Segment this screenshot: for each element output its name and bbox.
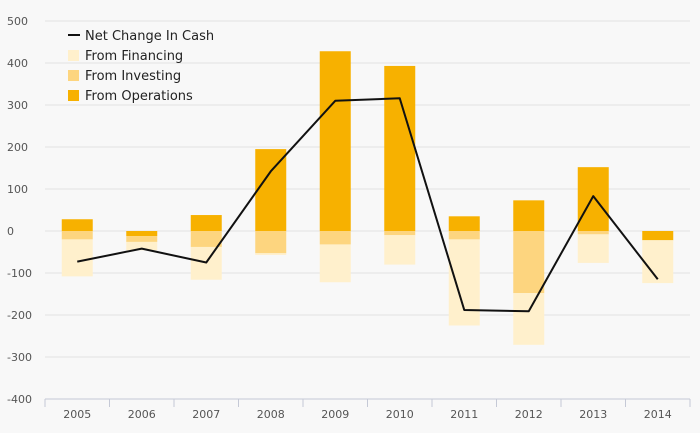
y-tick-label: -300 xyxy=(7,351,32,364)
bar-from-financing xyxy=(642,240,674,284)
bar-from-investing xyxy=(384,231,416,236)
bar-from-investing xyxy=(61,231,93,240)
bar-from-investing xyxy=(190,231,222,247)
y-tick-label: 500 xyxy=(7,15,28,28)
x-tick-label: 2007 xyxy=(192,408,220,421)
y-tick-label: 400 xyxy=(7,57,28,70)
legend-item-operations: From Operations xyxy=(68,89,193,104)
legend: Net Change In Cash From Financing From I… xyxy=(68,29,214,104)
bar-from-investing xyxy=(448,231,480,240)
x-tick-label: 2010 xyxy=(386,408,414,421)
x-tick-label: 2014 xyxy=(644,408,672,421)
bar-from-operations xyxy=(126,231,158,237)
x-tick-label: 2011 xyxy=(450,408,478,421)
bar-from-operations xyxy=(448,216,480,231)
x-tick-label: 2006 xyxy=(128,408,156,421)
bar-from-financing xyxy=(255,253,287,255)
y-tick-label: -100 xyxy=(7,267,32,280)
legend-label: From Financing xyxy=(85,49,183,64)
bar-from-investing xyxy=(319,231,351,245)
y-tick-label: 100 xyxy=(7,183,28,196)
legend-swatch xyxy=(68,50,79,61)
bar-from-investing xyxy=(577,231,609,235)
bar-from-operations xyxy=(255,149,287,231)
legend-label: Net Change In Cash xyxy=(85,29,214,44)
legend-item-investing: From Investing xyxy=(68,69,181,84)
bar-from-financing xyxy=(577,234,609,263)
bar-from-investing xyxy=(255,231,287,254)
x-tick-label: 2012 xyxy=(515,408,543,421)
bar-from-operations xyxy=(190,215,222,231)
x-tick-label: 2005 xyxy=(63,408,91,421)
bars xyxy=(61,51,674,345)
bar-from-operations xyxy=(577,167,609,231)
y-tick-label: -200 xyxy=(7,309,32,322)
bar-from-operations xyxy=(513,200,545,231)
legend-label: From Operations xyxy=(85,89,193,104)
x-tick-label: 2009 xyxy=(321,408,349,421)
bar-from-financing xyxy=(384,235,416,265)
axes: 500 400 300 200 100 0 -100 -200 -300 -400 2005 2006… xyxy=(7,15,691,421)
bar-from-investing xyxy=(126,236,158,242)
net-change-line-layer xyxy=(77,97,659,313)
legend-label: From Investing xyxy=(85,69,181,84)
bar-from-financing xyxy=(126,241,158,251)
bar-from-operations xyxy=(384,65,416,231)
y-tick-label: -400 xyxy=(7,393,32,406)
bar-from-operations xyxy=(642,231,674,241)
bar-from-financing xyxy=(61,239,93,277)
x-tick-label: 2013 xyxy=(579,408,607,421)
net-change-line xyxy=(77,97,659,313)
y-tick-label: 300 xyxy=(7,99,28,112)
y-tick-label: 0 xyxy=(7,225,14,238)
bar-from-financing xyxy=(513,293,545,345)
x-tick-label: 2008 xyxy=(257,408,285,421)
bar-from-operations xyxy=(319,51,351,231)
bar-from-investing xyxy=(513,231,545,294)
legend-item-financing: From Financing xyxy=(68,49,183,64)
bar-from-financing xyxy=(319,244,351,283)
bar-from-financing xyxy=(448,239,480,326)
legend-item-net-change: Net Change In Cash xyxy=(68,29,214,44)
legend-swatch xyxy=(68,70,79,81)
legend-swatch xyxy=(68,90,79,101)
y-tick-label: 200 xyxy=(7,141,28,154)
bar-from-operations xyxy=(61,219,93,231)
